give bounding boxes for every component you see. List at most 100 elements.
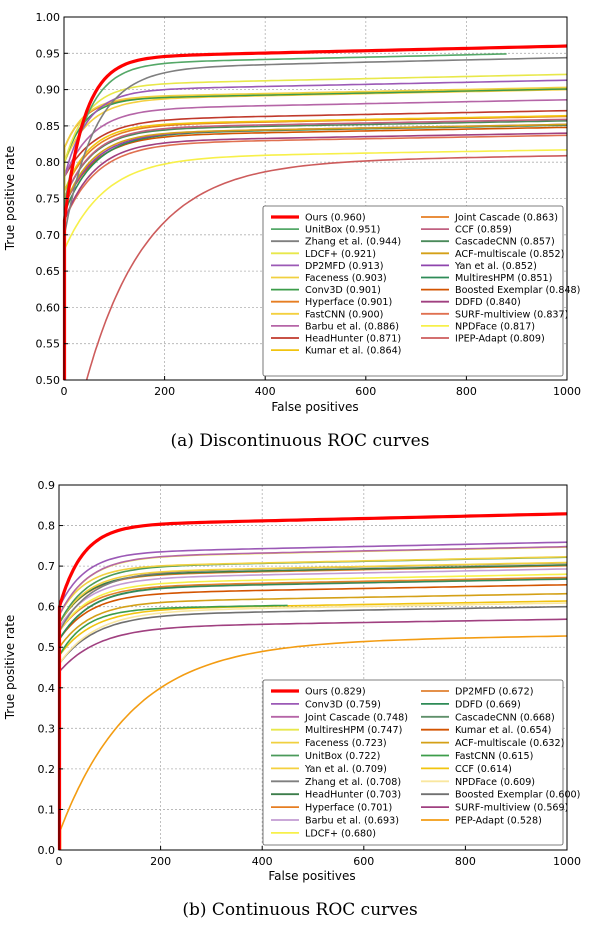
x-tick-label: 800: [455, 855, 476, 868]
legend-label: HeadHunter (0.703): [305, 790, 401, 801]
legend-label: ACF-multiscale (0.852): [455, 249, 564, 260]
series-line: [58, 584, 568, 850]
chart-a-series: [62, 44, 568, 381]
series-line: [58, 605, 568, 850]
y-tick-label: 0.3: [38, 722, 56, 735]
legend-label: Boosted Exemplar (0.848): [455, 285, 580, 296]
chart-b-ticks: 0 200 400 600 800 1000 0.0 0.1 0.2 0.3 0.4 0.5 0.6 0.…: [38, 479, 582, 868]
series-line: [58, 604, 288, 850]
legend-label: NPDFace (0.817): [455, 321, 535, 332]
y-tick-label: 0.60: [36, 301, 61, 314]
chart-a-legend: Ours (0.960)UnitBox (0.951)Zhang et al. …: [262, 205, 580, 377]
y-tick-label: 1.00: [36, 11, 61, 24]
legend-label: MultiresHPM (0.851): [455, 273, 552, 284]
series-line: [63, 132, 568, 380]
chart-b-frame: [58, 484, 568, 851]
y-tick-label: 0.95: [36, 47, 61, 60]
series-line: [85, 154, 568, 381]
legend-label: Zhang et al. (0.944): [305, 237, 401, 248]
legend-label: Ours (0.829): [305, 687, 366, 698]
chart-a: 0 200 400 600 800 1000 0.50 0.55 0.60 0.65 0.70 0.7…: [3, 11, 581, 451]
series-line: [58, 573, 568, 850]
y-tick-label: 0.5: [38, 641, 56, 654]
y-tick-label: 0.85: [36, 120, 61, 133]
series-line: [63, 109, 568, 380]
series-line: [57, 512, 568, 850]
chart-a-xlabel: False positives: [271, 400, 358, 414]
x-tick-label: 600: [355, 385, 376, 398]
legend-label: CascadeCNN (0.668): [455, 712, 555, 723]
legend-label: Faceness (0.903): [305, 273, 387, 284]
chart-b-legend: Ours (0.829)Conv3D (0.759) Joint Cascade …: [262, 679, 580, 846]
chart-a-ticks: 0 200 400 600 800 1000 0.50 0.55 0.60 0.65 0.70 0.7…: [36, 11, 582, 398]
chart-a-ylabel: True positive rate: [3, 146, 17, 252]
legend-label: CascadeCNN (0.857): [455, 237, 555, 248]
legend-label: SURF-multiview (0.569): [455, 803, 568, 814]
x-tick-label: 0: [56, 855, 63, 868]
y-tick-label: 0.75: [36, 193, 61, 206]
legend-label: Kumar et al. (0.864): [305, 346, 401, 357]
legend-label: Kumar et al. (0.654): [455, 725, 551, 736]
series-line: [58, 592, 568, 850]
series-line: [63, 149, 568, 380]
series-line: [58, 600, 568, 850]
legend-label: Yan et al. (0.709): [304, 764, 387, 775]
legend-label: Joint Cascade (0.863): [454, 213, 558, 224]
y-tick-label: 0.0: [38, 844, 56, 857]
series-line: [58, 564, 568, 850]
legend-label: SURF-multiview (0.837): [455, 309, 568, 320]
y-tick-label: 0.70: [36, 229, 61, 242]
y-tick-label: 0.50: [36, 374, 61, 387]
x-tick-label: 0: [61, 385, 68, 398]
y-tick-label: 0.1: [38, 803, 56, 816]
y-tick-label: 0.65: [36, 265, 61, 278]
legend-label: Hyperface (0.701): [305, 803, 392, 814]
x-tick-label: 800: [456, 385, 477, 398]
series-line: [63, 118, 568, 380]
series-line: [58, 577, 568, 850]
chart-b: 0 200 400 600 800 1000 0.0 0.1 0.2 0.3 0.4 0.5 0.6 0.…: [3, 479, 581, 920]
legend-label: Boosted Exemplar (0.600): [455, 790, 580, 801]
legend-label: CCF (0.614): [455, 764, 512, 775]
y-tick-label: 0.7: [38, 560, 56, 573]
y-tick-label: 0.55: [36, 338, 61, 351]
x-tick-label: 1000: [553, 855, 581, 868]
legend-label: Joint Cascade (0.748): [304, 712, 408, 723]
series-line: [58, 541, 568, 850]
legend-label: DP2MFD (0.672): [455, 687, 533, 698]
legend-label: Barbu et al. (0.693): [305, 816, 399, 827]
legend-label: Conv3D (0.759): [305, 699, 381, 710]
chart-a-caption: (a) Discontinuous ROC curves: [171, 431, 430, 451]
x-tick-label: 200: [150, 855, 171, 868]
legend-label: LDCF+ (0.680): [305, 828, 376, 839]
y-tick-label: 0.8: [38, 520, 56, 533]
series-line: [63, 86, 568, 380]
chart-b-ylabel: True positive rate: [3, 615, 17, 721]
series-line: [58, 545, 568, 850]
legend-label: NPDFace (0.609): [455, 777, 535, 788]
chart-b-series: [57, 512, 568, 850]
legend-label: Hyperface (0.901): [305, 297, 392, 308]
series-line: [63, 123, 568, 380]
chart-a-grid: [64, 17, 567, 380]
series-line: [59, 635, 568, 850]
series-line: [63, 99, 568, 380]
chart-b-xlabel: False positives: [268, 869, 355, 883]
legend-label: DDFD (0.669): [455, 699, 521, 710]
legend-box: [262, 205, 564, 377]
legend-label: IPEP-Adapt (0.809): [455, 334, 545, 345]
x-tick-label: 600: [353, 855, 374, 868]
legend-label: MultiresHPM (0.747): [305, 725, 402, 736]
legend-label: HeadHunter (0.871): [305, 334, 401, 345]
series-line: [62, 44, 568, 380]
series-line: [58, 556, 568, 850]
series-line: [58, 561, 568, 850]
legend-label: Faceness (0.723): [305, 738, 387, 749]
legend-label: UnitBox (0.951): [305, 225, 380, 236]
legend-label: DP2MFD (0.913): [305, 261, 383, 272]
legend-label: Conv3D (0.901): [305, 285, 381, 296]
legend-label: Barbu et al. (0.886): [305, 321, 399, 332]
x-tick-label: 1000: [553, 385, 581, 398]
chart-b-caption: (b) Continuous ROC curves: [182, 900, 417, 920]
